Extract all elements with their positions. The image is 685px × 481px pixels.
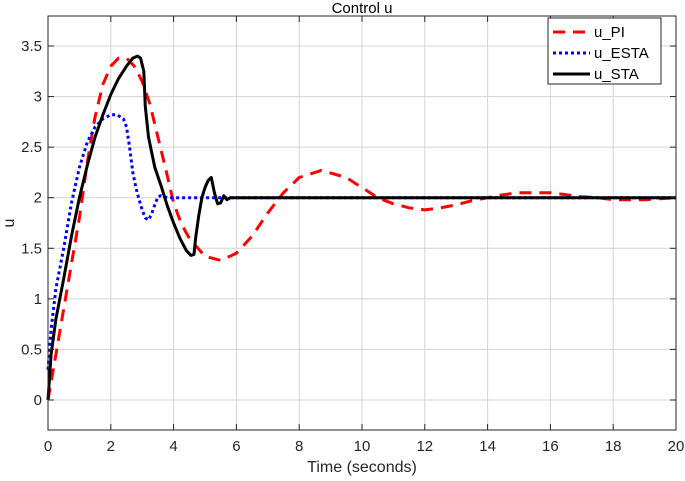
x-tick-label: 14	[479, 438, 496, 455]
chart-title: Control u	[332, 0, 393, 17]
x-tick-label: 8	[295, 438, 303, 455]
x-tick-label: 2	[107, 438, 115, 455]
x-tick-label: 20	[668, 438, 685, 455]
y-axis-ticks: 0 0.5 1 1.5 2 2.5 3 3.5	[21, 38, 676, 409]
x-axis-label: Time (seconds)	[307, 459, 417, 476]
y-tick-label: 1	[34, 291, 42, 308]
y-tick-label: 2	[34, 190, 42, 207]
y-tick-label: 1.5	[21, 240, 42, 257]
data-series	[46, 54, 677, 401]
y-tick-label: 3.5	[21, 38, 42, 55]
x-tick-label: 10	[354, 438, 371, 455]
x-tick-label: 4	[169, 438, 177, 455]
y-tick-label: 2.5	[21, 139, 42, 156]
legend-label: u_ESTA	[594, 45, 649, 62]
legend-label: u_PI	[594, 24, 625, 41]
y-tick-label: 0.5	[21, 341, 42, 358]
series-line-u-pi	[46, 56, 677, 401]
y-axis-label: u	[1, 219, 18, 228]
y-tick-label: 0	[34, 392, 42, 409]
series-line-u-sta	[46, 54, 676, 401]
x-axis-ticks: 0 2 4 6 8 10 12 14 16 18 20	[44, 16, 685, 455]
legend-label: u_STA	[594, 66, 639, 83]
x-tick-label: 0	[44, 438, 52, 455]
x-tick-label: 18	[605, 438, 622, 455]
legend: u_PI u_ESTA u_STA	[547, 17, 662, 85]
y-tick-label: 3	[34, 89, 42, 106]
x-tick-label: 12	[416, 438, 433, 455]
x-tick-label: 16	[542, 438, 559, 455]
x-tick-label: 6	[232, 438, 240, 455]
